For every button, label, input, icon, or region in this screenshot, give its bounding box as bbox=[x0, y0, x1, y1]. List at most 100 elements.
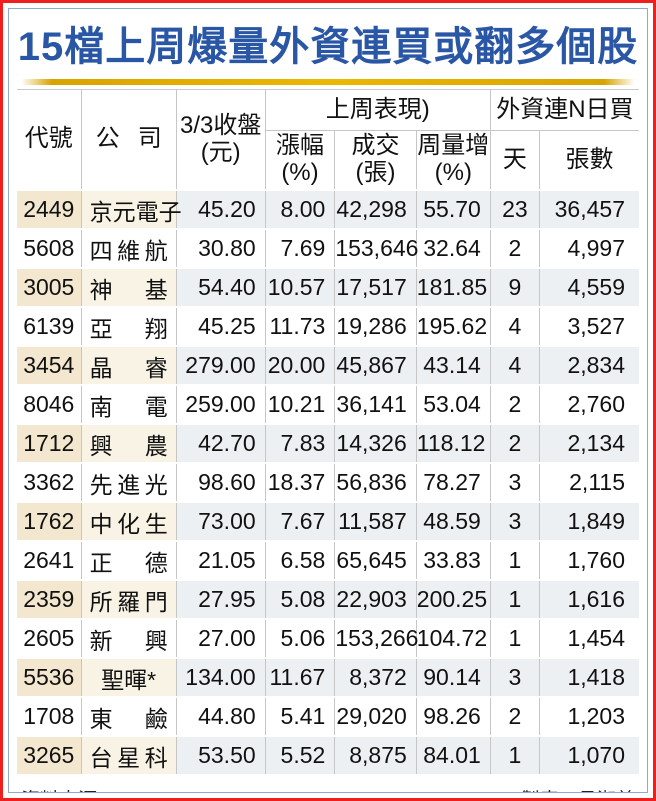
cell-weekly-volume-increase: 33.83 bbox=[415, 540, 491, 581]
cell-buy-shares: 2,134 bbox=[538, 423, 639, 464]
table-row: 8046 南電 259.00 10.21 36,141 53.04 2 2,76… bbox=[17, 384, 639, 425]
cell-stock-code: 3265 bbox=[17, 735, 82, 776]
cell-buy-days: 3 bbox=[489, 462, 540, 503]
cell-weekly-volume-increase: 53.04 bbox=[415, 384, 491, 425]
table-row: 3362 先進光 98.60 18.37 56,836 78.27 3 2,11… bbox=[17, 462, 639, 503]
table-body: 2449 京元電子 45.20 8.00 42,298 55.70 23 36,… bbox=[17, 189, 639, 776]
table-row: 6139 亞翔 45.25 11.73 19,286 195.62 4 3,52… bbox=[17, 306, 639, 347]
col-header-close: 3/3收盤 (元) bbox=[175, 89, 266, 191]
cell-company-name: 亞翔 bbox=[80, 306, 177, 347]
cell-company-name: 台星科 bbox=[80, 735, 177, 776]
table-row: 2449 京元電子 45.20 8.00 42,298 55.70 23 36,… bbox=[17, 189, 639, 230]
cell-volume: 22,903 bbox=[334, 579, 417, 620]
col-header-change: 漲幅 (%) bbox=[265, 130, 336, 191]
cell-buy-days: 1 bbox=[489, 540, 540, 581]
cell-weekly-volume-increase: 200.25 bbox=[415, 579, 491, 620]
cell-buy-days: 4 bbox=[489, 345, 540, 386]
cell-volume: 36,141 bbox=[334, 384, 417, 425]
cell-weekly-volume-increase: 32.64 bbox=[415, 228, 491, 269]
cell-company-name: 南電 bbox=[80, 384, 177, 425]
cell-buy-days: 2 bbox=[489, 228, 540, 269]
cell-company-name: 晶睿 bbox=[80, 345, 177, 386]
cell-change-percent: 10.21 bbox=[264, 384, 336, 425]
cell-weekly-volume-increase: 195.62 bbox=[415, 306, 491, 347]
cell-volume: 45,867 bbox=[334, 345, 417, 386]
cell-close-price: 27.00 bbox=[175, 618, 266, 659]
cell-weekly-volume-increase: 48.59 bbox=[415, 501, 491, 542]
cell-volume: 8,372 bbox=[334, 657, 417, 698]
group-header-foreign-buying: 外資連N日買 bbox=[489, 89, 639, 131]
table-row: 3454 晶睿 279.00 20.00 45,867 43.14 4 2,83… bbox=[17, 345, 639, 386]
cell-buy-days: 2 bbox=[489, 696, 540, 737]
cell-buy-shares: 1,070 bbox=[538, 735, 639, 776]
cell-volume: 14,326 bbox=[334, 423, 417, 464]
cell-volume: 153,646 bbox=[334, 228, 418, 269]
cell-buy-shares: 1,760 bbox=[538, 540, 639, 581]
cell-change-percent: 18.37 bbox=[264, 462, 336, 503]
cell-close-price: 30.80 bbox=[175, 228, 266, 269]
cell-change-percent: 5.08 bbox=[264, 579, 336, 620]
cell-stock-code: 2605 bbox=[17, 618, 82, 659]
cell-volume: 8,875 bbox=[334, 735, 417, 776]
cell-stock-code: 2641 bbox=[17, 540, 82, 581]
cell-volume: 56,836 bbox=[334, 462, 417, 503]
cell-close-price: 45.25 bbox=[175, 306, 266, 347]
cell-change-percent: 11.67 bbox=[264, 657, 336, 698]
cell-buy-shares: 1,454 bbox=[538, 618, 639, 659]
cell-change-percent: 5.06 bbox=[264, 618, 336, 659]
col-header-code: 代號 bbox=[17, 89, 82, 191]
cell-stock-code: 3362 bbox=[17, 462, 82, 503]
cell-volume: 42,298 bbox=[334, 189, 417, 230]
cell-company-name: 東鹼 bbox=[80, 696, 177, 737]
cell-weekly-volume-increase: 104.72 bbox=[415, 618, 491, 659]
cell-volume: 17,517 bbox=[334, 267, 417, 308]
cell-company-name: 京元電子 bbox=[80, 189, 182, 230]
cell-weekly-volume-increase: 43.14 bbox=[415, 345, 491, 386]
cell-stock-code: 5608 bbox=[17, 228, 82, 269]
cell-change-percent: 8.00 bbox=[264, 189, 336, 230]
cell-close-price: 27.95 bbox=[175, 579, 266, 620]
cell-stock-code: 2359 bbox=[17, 579, 82, 620]
cell-company-name: 中化生 bbox=[80, 501, 177, 542]
cell-weekly-volume-increase: 181.85 bbox=[415, 267, 491, 308]
cell-change-percent: 5.41 bbox=[264, 696, 336, 737]
cell-buy-days: 3 bbox=[489, 657, 540, 698]
cell-close-price: 44.80 bbox=[175, 696, 266, 737]
cell-buy-days: 1 bbox=[489, 735, 540, 776]
cell-stock-code: 6139 bbox=[17, 306, 82, 347]
cell-volume: 153,266 bbox=[334, 618, 418, 659]
cell-close-price: 279.00 bbox=[175, 345, 266, 386]
table-author-label: 製表：呂淑美 bbox=[521, 785, 635, 792]
cell-change-percent: 6.58 bbox=[264, 540, 336, 581]
cell-company-name: 神基 bbox=[80, 267, 177, 308]
cell-change-percent: 20.00 bbox=[264, 345, 336, 386]
cell-buy-shares: 1,616 bbox=[538, 579, 639, 620]
cell-close-price: 45.20 bbox=[175, 189, 266, 230]
blue-inner-frame: 15檔上周爆量外資連買或翻多個股 代號 公司 3/3收盤 (元) bbox=[8, 8, 648, 793]
cell-buy-shares: 3,527 bbox=[538, 306, 639, 347]
cell-stock-code: 1708 bbox=[17, 696, 82, 737]
cell-close-price: 21.05 bbox=[175, 540, 266, 581]
cell-buy-days: 4 bbox=[489, 306, 540, 347]
cell-close-price: 54.40 bbox=[175, 267, 266, 308]
cell-company-name: 所羅門 bbox=[80, 579, 177, 620]
cell-company-name: 四維航 bbox=[80, 228, 177, 269]
cell-weekly-volume-increase: 90.14 bbox=[415, 657, 491, 698]
table-row: 1712 興農 42.70 7.83 14,326 118.12 2 2,134 bbox=[17, 423, 639, 464]
cell-change-percent: 7.69 bbox=[264, 228, 336, 269]
cell-buy-shares: 2,760 bbox=[538, 384, 639, 425]
cell-stock-code: 3005 bbox=[17, 267, 82, 308]
cell-stock-code: 1762 bbox=[17, 501, 82, 542]
cell-company-name: 興農 bbox=[80, 423, 177, 464]
table-row: 2359 所羅門 27.95 5.08 22,903 200.25 1 1,61… bbox=[17, 579, 639, 620]
table-header: 代號 公司 3/3收盤 (元) 上周表現) 外資連N日買 漲幅 (%) bbox=[17, 89, 639, 191]
cell-buy-shares: 1,849 bbox=[538, 501, 639, 542]
col-header-company: 公司 bbox=[80, 89, 177, 191]
cell-buy-days: 3 bbox=[489, 501, 540, 542]
cell-weekly-volume-increase: 118.12 bbox=[415, 423, 491, 464]
gold-divider bbox=[21, 79, 635, 85]
cell-weekly-volume-increase: 98.26 bbox=[415, 696, 491, 737]
cell-weekly-volume-increase: 55.70 bbox=[415, 189, 491, 230]
cell-stock-code: 2449 bbox=[17, 189, 82, 230]
